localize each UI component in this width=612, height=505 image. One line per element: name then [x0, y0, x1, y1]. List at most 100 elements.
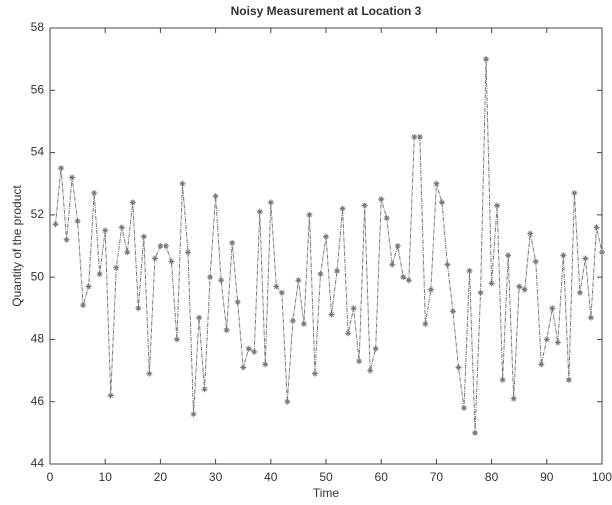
data-marker — [477, 289, 484, 296]
data-marker — [245, 345, 252, 352]
data-marker — [207, 274, 214, 281]
x-tick-label: 70 — [430, 470, 444, 484]
data-marker — [168, 258, 175, 265]
y-axis-label: Quantity of the product — [10, 185, 24, 307]
y-tick-label: 50 — [31, 269, 45, 283]
data-marker — [267, 199, 274, 206]
data-marker — [356, 358, 363, 365]
data-marker — [80, 302, 87, 309]
data-line — [55, 59, 603, 433]
data-marker — [571, 190, 578, 197]
data-marker — [389, 261, 396, 268]
data-marker — [129, 199, 136, 206]
data-marker — [91, 190, 98, 197]
data-marker — [599, 249, 605, 256]
data-marker — [576, 289, 583, 296]
data-marker — [190, 411, 197, 418]
data-marker — [538, 361, 545, 368]
data-marker — [560, 252, 567, 259]
data-marker — [466, 267, 473, 274]
data-marker — [234, 299, 241, 306]
data-marker — [185, 249, 191, 256]
data-marker — [256, 208, 263, 215]
data-marker — [323, 233, 329, 240]
data-marker — [135, 305, 142, 312]
data-marker — [196, 314, 203, 321]
x-tick-label: 10 — [99, 470, 113, 484]
data-marker — [339, 205, 346, 212]
data-marker — [218, 277, 225, 284]
data-marker — [499, 376, 506, 383]
x-tick-label: 50 — [319, 470, 333, 484]
data-marker — [416, 134, 423, 140]
data-marker — [438, 199, 445, 206]
data-marker — [162, 243, 169, 249]
chart-title: Noisy Measurement at Location 3 — [231, 4, 422, 18]
data-marker — [223, 327, 230, 334]
x-tick-label: 80 — [485, 470, 499, 484]
data-marker — [273, 283, 280, 290]
data-marker — [69, 174, 76, 181]
data-marker — [472, 429, 479, 436]
data-marker — [140, 233, 147, 240]
data-marker — [543, 336, 550, 343]
data-marker — [394, 243, 401, 249]
x-tick-label: 100 — [592, 470, 612, 484]
y-tick-label: 48 — [31, 332, 45, 346]
y-tick-label: 44 — [31, 456, 45, 470]
data-marker — [157, 243, 164, 249]
data-marker — [278, 289, 285, 296]
data-marker — [527, 230, 534, 237]
data-marker — [317, 271, 324, 278]
x-tick-label: 0 — [47, 470, 54, 484]
y-tick-label: 58 — [31, 20, 45, 34]
y-tick-label: 56 — [31, 82, 45, 96]
data-marker — [411, 134, 418, 140]
y-tick-label: 46 — [31, 394, 45, 408]
data-marker — [300, 320, 307, 327]
data-marker — [587, 314, 594, 321]
data-marker — [240, 364, 247, 371]
data-marker — [383, 214, 390, 221]
data-marker — [63, 236, 70, 243]
data-marker — [483, 56, 490, 63]
data-marker — [146, 370, 153, 377]
data-marker — [449, 308, 456, 315]
data-marker — [113, 264, 120, 271]
data-marker — [85, 283, 92, 290]
data-marker — [350, 305, 357, 312]
data-marker — [295, 277, 302, 284]
data-marker — [179, 180, 186, 187]
data-marker — [102, 227, 109, 234]
data-marker — [306, 211, 313, 218]
data-marker — [494, 202, 501, 209]
y-tick-label: 54 — [31, 145, 45, 159]
x-axis-label: Time — [313, 486, 340, 500]
data-marker — [372, 345, 379, 352]
data-marker — [400, 274, 407, 281]
x-tick-label: 90 — [540, 470, 554, 484]
data-marker — [251, 348, 258, 355]
data-marker — [367, 367, 374, 374]
data-marker — [118, 224, 125, 231]
data-marker — [124, 249, 131, 256]
data-marker — [201, 386, 208, 393]
data-marker — [532, 258, 539, 265]
data-marker — [74, 218, 81, 225]
data-marker — [173, 336, 180, 343]
data-marker — [405, 277, 412, 284]
data-marker — [488, 280, 495, 287]
x-tick-label: 60 — [375, 470, 389, 484]
data-marker — [593, 224, 600, 231]
data-marker — [262, 361, 269, 368]
data-marker — [212, 193, 219, 200]
data-marker — [96, 271, 103, 278]
data-marker — [311, 370, 318, 377]
data-marker — [521, 286, 528, 293]
data-marker — [284, 398, 291, 405]
data-marker — [229, 239, 236, 246]
data-marker — [582, 255, 589, 262]
data-marker — [289, 317, 296, 324]
x-tick-label: 40 — [264, 470, 278, 484]
